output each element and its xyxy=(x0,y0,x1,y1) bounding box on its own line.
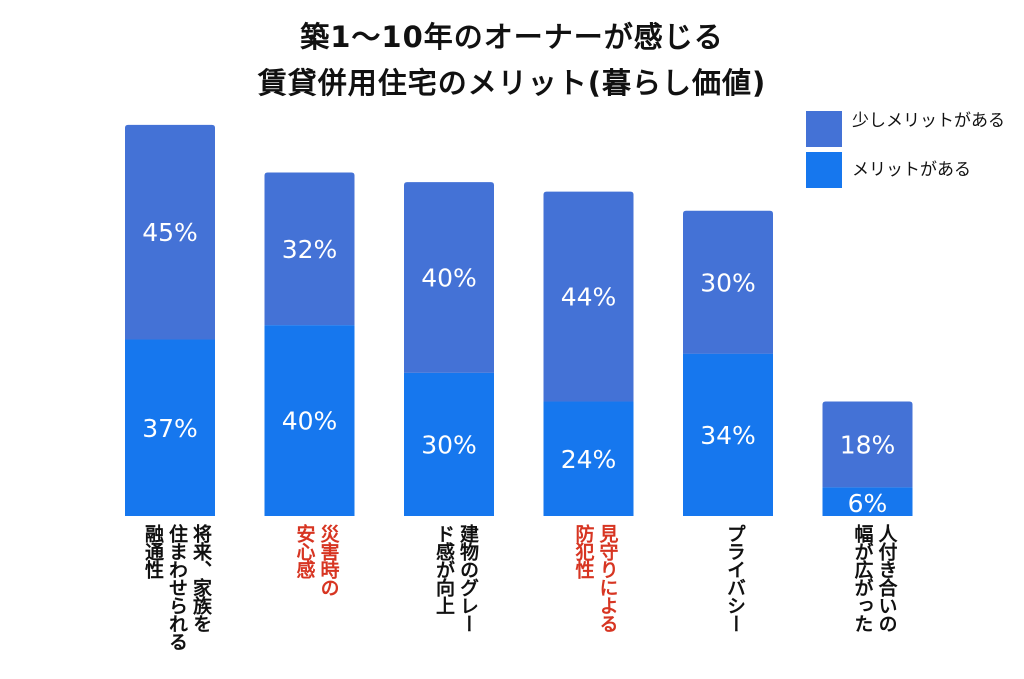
x-axis-label-3-line-1: 建物のグレー xyxy=(457,524,479,632)
legend-label-slight-merit: 少しメリットがある xyxy=(852,111,1005,131)
bar-segment-merit-1 xyxy=(125,339,215,516)
x-axis-label-6-line-2: 幅が広がった xyxy=(851,524,874,632)
bar-segment-slight-merit-1 xyxy=(125,124,215,340)
x-axis-label-1-line-2: 住まわせられる xyxy=(166,524,188,650)
data-label-merit-3: 30% xyxy=(421,430,477,459)
bar-segment-merit-5 xyxy=(683,353,773,516)
chart-title-line-2: 賃貸併用住宅のメリット(暮らし価値) xyxy=(257,66,767,100)
data-label-slight-merit-5: 30% xyxy=(700,268,756,297)
bar-segment-slight-merit-3 xyxy=(404,182,494,373)
bar-segment-slight-merit-4 xyxy=(543,191,634,402)
bar-group-1: 45% 37% xyxy=(125,124,215,516)
data-label-slight-merit-4: 44% xyxy=(561,283,617,312)
bar-segment-merit-6 xyxy=(822,487,913,516)
data-label-slight-merit-6: 18% xyxy=(840,430,896,459)
x-axis-label-3-line-2: ド感が向上 xyxy=(433,524,455,614)
data-label-slight-merit-2: 32% xyxy=(282,235,338,264)
x-axis-label-1-line-1: 将来、家族を xyxy=(190,524,212,632)
x-axis-label-2-line-2: 安心感 xyxy=(293,524,316,578)
bar-segment-merit-2 xyxy=(264,325,355,516)
data-label-merit-5: 34% xyxy=(700,421,756,450)
bar-segment-slight-merit-5 xyxy=(683,210,773,354)
data-label-merit-2: 40% xyxy=(282,407,338,436)
legend-swatch-slight-merit xyxy=(806,111,842,147)
bar-segment-slight-merit-2 xyxy=(264,172,355,326)
bar-group-6: 18% 6% xyxy=(822,401,913,518)
bar-segment-slight-merit-6 xyxy=(822,401,913,488)
data-label-merit-4: 24% xyxy=(561,445,617,474)
x-axis-label-6-line-1: 人付き合いの xyxy=(875,524,898,632)
bar-group-5: 30% 34% xyxy=(683,210,773,516)
x-axis-label-4-line-1: 見守りによる xyxy=(596,524,619,632)
x-axis-label-1-line-3: 融通性 xyxy=(142,524,164,578)
legend-label-merit: メリットがある xyxy=(852,160,971,180)
x-axis-label-5-line-1: プライバシー xyxy=(724,524,746,632)
bar-segment-merit-3 xyxy=(404,372,494,516)
legend-swatch-merit xyxy=(806,152,842,188)
data-label-slight-merit-1: 45% xyxy=(142,218,198,247)
chart-title-line-1: 築1〜10年のオーナーが感じる xyxy=(300,20,724,54)
bar-group-3: 40% 30% xyxy=(404,182,494,516)
bar-segment-merit-4 xyxy=(543,401,634,516)
data-label-merit-6: 6% xyxy=(848,489,888,518)
x-axis-label-4-line-2: 防犯性 xyxy=(572,524,595,578)
x-axis-label-2-line-1: 災害時の xyxy=(317,524,340,596)
data-label-slight-merit-3: 40% xyxy=(421,264,477,293)
data-label-merit-1: 37% xyxy=(142,414,198,443)
bar-group-4: 44% 24% xyxy=(543,191,634,516)
bar-group-2: 32% 40% xyxy=(264,172,355,516)
